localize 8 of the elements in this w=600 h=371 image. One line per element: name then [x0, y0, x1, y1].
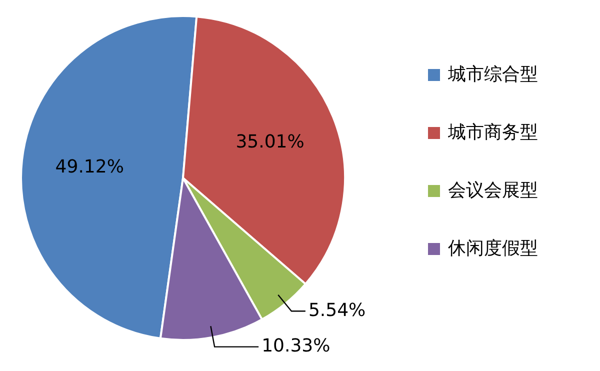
legend-label: 休闲度假型 [448, 238, 538, 259]
legend-label: 城市综合型 [447, 64, 538, 85]
legend-label: 城市商务型 [447, 122, 538, 143]
data-label: 10.33% [262, 336, 330, 357]
data-label: 49.12% [55, 156, 124, 178]
data-label: 35.01% [236, 131, 304, 152]
data-label: 5.54% [308, 300, 366, 322]
legend-label: 会议会展型 [448, 180, 538, 201]
